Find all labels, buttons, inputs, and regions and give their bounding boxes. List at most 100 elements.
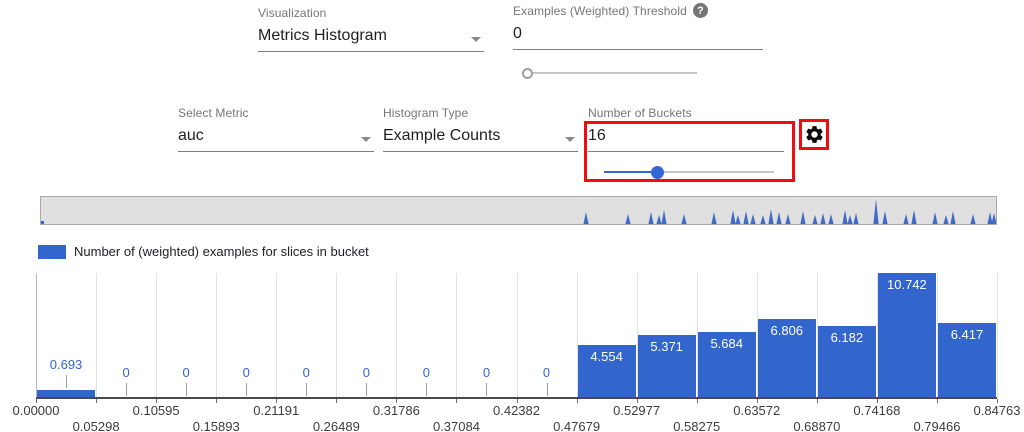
- bar-value-label: 6.182: [830, 330, 864, 345]
- metric-value[interactable]: auc: [178, 127, 374, 152]
- visualization-value[interactable]: Metrics Histogram: [258, 27, 484, 52]
- slider-fill: [604, 171, 657, 173]
- x-axis-label: 0.47679: [553, 419, 601, 432]
- x-axis-label: 0.79466: [913, 419, 961, 432]
- axis-tick: [997, 399, 998, 403]
- gridline: [396, 273, 398, 398]
- slider-thumb[interactable]: [522, 68, 533, 79]
- x-axis-label: 0.31786: [372, 403, 420, 418]
- gridline: [876, 273, 878, 398]
- x-axis-label: 0.21191: [253, 403, 300, 418]
- bar-value-label: 10.742: [887, 277, 927, 292]
- axis-tick: [156, 399, 158, 403]
- overview-spike: [812, 215, 818, 224]
- histogram-bar[interactable]: [37, 390, 96, 398]
- histogram-bar[interactable]: [937, 323, 996, 398]
- histogram-bar[interactable]: [697, 332, 756, 398]
- x-axis-label: 0.10595: [132, 403, 180, 418]
- axis-tick: [96, 399, 98, 403]
- bar-value-label: 4.554: [590, 349, 623, 364]
- overview-spike: [750, 214, 756, 224]
- overview-spike: [800, 211, 806, 224]
- overview-spike: [987, 212, 993, 224]
- gridline: [997, 273, 998, 398]
- histogram-bar[interactable]: [637, 335, 696, 398]
- bar-value-label: 0: [482, 365, 491, 380]
- histogram-bar[interactable]: [577, 345, 636, 398]
- highlight-box-buckets: [584, 121, 795, 182]
- x-axis-label: 0.68870: [793, 419, 841, 432]
- overview-spike: [648, 212, 654, 224]
- buckets-label: Number of Buckets: [588, 106, 692, 120]
- overview-spike: [656, 215, 662, 224]
- overview-spike: [873, 199, 879, 224]
- metrics-overview-strip[interactable]: [40, 196, 997, 225]
- overview-spike: [970, 214, 976, 224]
- overview-spike: [820, 213, 826, 224]
- axis-tick: [36, 399, 37, 403]
- axis-tick: [396, 399, 398, 403]
- histogram-bar[interactable]: [877, 273, 936, 398]
- settings-button[interactable]: [799, 119, 829, 150]
- overview-spike: [681, 214, 687, 224]
- chevron-down-icon: [471, 37, 481, 42]
- help-icon[interactable]: ?: [692, 3, 708, 18]
- slider-track[interactable]: [604, 171, 774, 173]
- x-axis-label: 0.00000: [12, 403, 60, 418]
- gridline: [276, 273, 278, 398]
- gridline: [576, 273, 578, 398]
- gridline: [636, 273, 638, 398]
- label-leader-line: [126, 383, 128, 396]
- label-leader-line: [246, 383, 248, 396]
- overview-spike: [776, 212, 782, 224]
- axis-tick: [276, 399, 278, 403]
- threshold-input[interactable]: 0: [513, 25, 763, 50]
- label-leader-line: [66, 375, 68, 388]
- axis-tick: [936, 399, 938, 403]
- overview-spike: [785, 214, 791, 224]
- overview-spike: [847, 215, 853, 224]
- gridline: [156, 273, 158, 398]
- gridline: [456, 273, 458, 398]
- overview-spike: [842, 210, 848, 224]
- axis-tick: [816, 399, 818, 403]
- axis-tick: [696, 399, 698, 403]
- bar-value-label: 5.371: [650, 339, 683, 354]
- x-axis-label: 0.15893: [192, 419, 240, 432]
- gridline: [216, 273, 218, 398]
- label-leader-line: [486, 383, 488, 396]
- histogram-chart[interactable]: 0.693 0 0 0 0 0 0 0 0 4.554 5.371 5.684 6.806 6.182 10…: [36, 273, 998, 398]
- gridline: [36, 273, 37, 398]
- slider-track[interactable]: [527, 72, 697, 74]
- x-axis-label: 0.05298: [72, 419, 120, 432]
- buckets-field[interactable]: Number of Buckets 16: [588, 106, 784, 152]
- histogram-type-label: Histogram Type: [383, 106, 469, 120]
- axis-tick: [636, 399, 638, 403]
- buckets-input[interactable]: 16: [588, 127, 784, 152]
- axis-tick: [756, 399, 758, 403]
- slider-thumb[interactable]: [650, 166, 664, 179]
- overview-spike: [911, 210, 917, 224]
- histogram-bar[interactable]: [817, 326, 876, 398]
- legend-label: Number of (weighted) examples for slices…: [74, 244, 369, 259]
- histogram-type-select[interactable]: Histogram Type Example Counts: [383, 106, 578, 152]
- overview-spike: [903, 214, 909, 224]
- threshold-slider[interactable]: [522, 66, 697, 80]
- bar-value-label: 0.693: [49, 357, 83, 372]
- label-leader-line: [306, 383, 308, 396]
- bar-value-label: 0: [122, 365, 130, 380]
- metric-select[interactable]: Select Metric auc: [178, 106, 374, 152]
- gridline: [336, 273, 338, 398]
- buckets-slider[interactable]: [604, 165, 774, 179]
- x-axis-label: 0.37084: [432, 419, 480, 432]
- histogram-bar[interactable]: [757, 319, 816, 398]
- threshold-field[interactable]: Examples (Weighted) Threshold ? 0: [513, 3, 763, 50]
- bar-value-label: 6.417: [950, 327, 984, 342]
- overview-spike: [711, 212, 717, 224]
- visualization-select[interactable]: Visualization Metrics Histogram: [258, 6, 484, 52]
- chevron-down-icon: [565, 137, 575, 142]
- bar-value-label: 6.806: [770, 323, 804, 338]
- chevron-down-icon: [361, 137, 371, 142]
- histogram-type-value[interactable]: Example Counts: [383, 127, 578, 152]
- overview-spike: [768, 209, 774, 224]
